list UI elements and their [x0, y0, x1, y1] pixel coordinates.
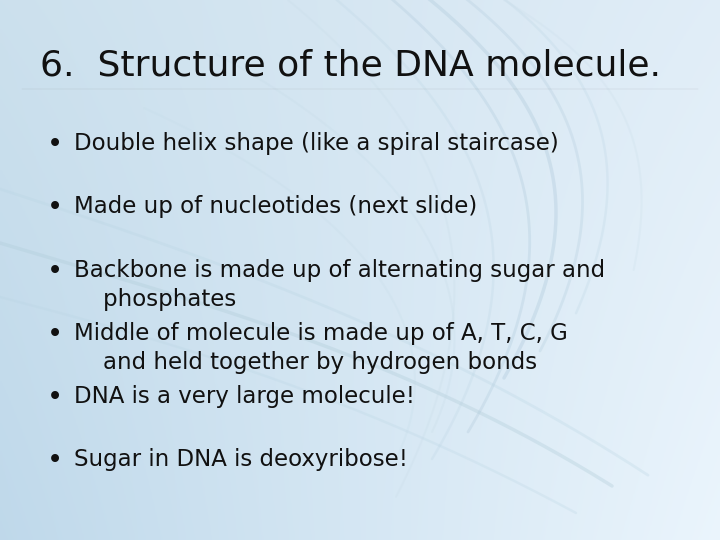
Text: •: • — [47, 195, 63, 221]
Text: Middle of molecule is made up of A, T, C, G
    and held together by hydrogen bo: Middle of molecule is made up of A, T, C… — [74, 322, 568, 374]
Text: •: • — [47, 385, 63, 411]
Text: DNA is a very large molecule!: DNA is a very large molecule! — [74, 385, 415, 408]
Text: Made up of nucleotides (next slide): Made up of nucleotides (next slide) — [74, 195, 477, 219]
Text: Sugar in DNA is deoxyribose!: Sugar in DNA is deoxyribose! — [74, 448, 408, 471]
Text: Double helix shape (like a spiral staircase): Double helix shape (like a spiral stairc… — [74, 132, 559, 156]
Text: •: • — [47, 132, 63, 158]
Text: 6.  Structure of the DNA molecule.: 6. Structure of the DNA molecule. — [40, 49, 661, 83]
Text: •: • — [47, 259, 63, 285]
Text: •: • — [47, 448, 63, 474]
Text: •: • — [47, 322, 63, 348]
Text: Backbone is made up of alternating sugar and
    phosphates: Backbone is made up of alternating sugar… — [74, 259, 606, 311]
